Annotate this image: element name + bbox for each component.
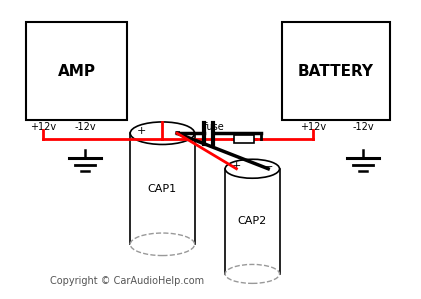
- Text: +12v: +12v: [300, 122, 326, 132]
- Text: +: +: [232, 161, 241, 171]
- Text: CAP2: CAP2: [238, 216, 267, 226]
- Ellipse shape: [225, 264, 280, 283]
- Bar: [27, 22, 127, 120]
- Text: ––: ––: [264, 161, 273, 171]
- Text: -12v: -12v: [74, 122, 96, 132]
- Ellipse shape: [130, 233, 195, 256]
- Text: –: –: [174, 126, 180, 136]
- Text: BATTERY: BATTERY: [298, 63, 374, 79]
- Ellipse shape: [225, 159, 280, 178]
- Text: AMP: AMP: [58, 63, 96, 79]
- Text: +12v: +12v: [30, 122, 56, 132]
- Bar: [234, 135, 254, 143]
- Ellipse shape: [130, 122, 195, 144]
- Text: CAP1: CAP1: [148, 184, 177, 194]
- Bar: [130, 133, 195, 244]
- Text: fuse: fuse: [203, 122, 224, 132]
- Text: Copyright © CarAudioHelp.com: Copyright © CarAudioHelp.com: [50, 276, 204, 286]
- Bar: [225, 169, 280, 274]
- Bar: [282, 22, 390, 120]
- Text: -12v: -12v: [352, 122, 374, 132]
- Text: +: +: [137, 126, 146, 136]
